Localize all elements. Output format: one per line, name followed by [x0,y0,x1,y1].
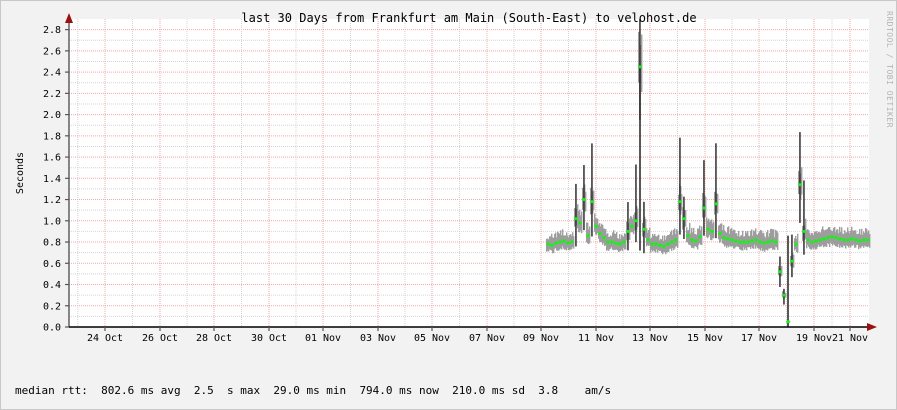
y-tick-label: 0.4 [43,280,61,291]
x-tick-label: 26 Oct [142,333,178,344]
x-tick-label: 28 Oct [196,333,232,344]
x-tick-label: 01 Nov [305,333,341,344]
y-tick-label: 1.6 [43,153,61,164]
plot-background [69,19,869,327]
y-tick-label: 2.2 [43,89,61,100]
y-axis-tick-marks [65,29,69,328]
median-rtt-label: median rtt: [15,384,88,398]
y-tick-label: 0.2 [43,301,61,312]
median-rtt-row: median rtt: 802.6 ms avg 2.5 s max 29.0 … [15,384,885,398]
x-tick-label: 19 Nov [796,333,832,344]
grid-major-vertical [104,19,851,327]
median-rtt-spacer2 [181,384,194,397]
x-tick-label: 05 Nov [414,333,450,344]
x-axis-tick-marks [104,327,851,331]
chart-title: last 30 Days from Frankfurt am Main (Sou… [241,11,696,25]
x-tick-label: 15 Nov [687,333,723,344]
median-rtt-max: 2.5 s max [193,384,261,398]
median-rtt-sd: 210.0 ms sd [452,384,526,398]
y-tick-label: 1.4 [43,174,61,185]
x-tick-label: 03 Nov [360,333,396,344]
grid-minor-horizontal [69,39,869,317]
x-tick-label: 30 Oct [251,333,287,344]
y-axis-tick-labels: 0.0 0.2 0.4 0.6 0.8 1.0 1.2 1.4 1.6 1.8 2.0 2.2 2.4 2… [43,25,61,333]
x-tick-label: 24 Oct [87,333,123,344]
y-tick-label: 0.0 [43,323,61,334]
y-tick-label: 0.8 [43,238,61,249]
median-rtt-now: 794.0 ms now [359,384,439,398]
median-rtt-spacer1 [88,384,101,397]
x-tick-label: 07 Nov [469,333,505,344]
median-rtt-avg: 802.6 ms avg [101,384,181,398]
x-tick-label: 13 Nov [632,333,668,344]
median-rtt-spacer7 [558,384,585,397]
x-axis-tick-labels: 24 Oct 26 Oct 28 Oct 30 Oct 01 Nov 03 Nov 05 N… [87,333,868,344]
y-tick-label: 0.6 [43,259,61,270]
y-axis-arrow [65,13,73,23]
median-rtt-spacer5 [439,384,452,397]
x-tick-label: 17 Nov [741,333,777,344]
median-rtt-min: 29.0 ms min [273,384,347,398]
x-axis-arrow [867,323,877,331]
y-tick-label: 2.0 [43,110,61,121]
x-tick-label: 21 Nov [832,333,868,344]
rrdtool-watermark: RRDTOOL / TOBI OETIKER [885,11,894,128]
x-tick-label: 09 Nov [523,333,559,344]
median-rtt-spacer6 [525,384,538,397]
y-tick-label: 1.8 [43,131,61,142]
y-tick-label: 1.0 [43,216,61,227]
y-tick-label: 2.4 [43,68,61,79]
grid-minor-vertical [77,19,833,327]
graph-footer: median rtt: 802.6 ms avg 2.5 s max 29.0 … [15,348,885,409]
x-tick-label: 11 Nov [578,333,614,344]
y-axis-title: Seconds [15,152,26,194]
median-rtt-am: 3.8 [538,384,559,398]
median-rtt-am-unit: am/s [584,384,612,398]
y-tick-label: 2.6 [43,46,61,57]
median-rtt-spacer3 [260,384,273,397]
y-tick-label: 1.2 [43,195,61,206]
median-rtt-line [546,65,870,324]
y-tick-label: 2.8 [43,25,61,36]
median-rtt-spacer4 [346,384,359,397]
